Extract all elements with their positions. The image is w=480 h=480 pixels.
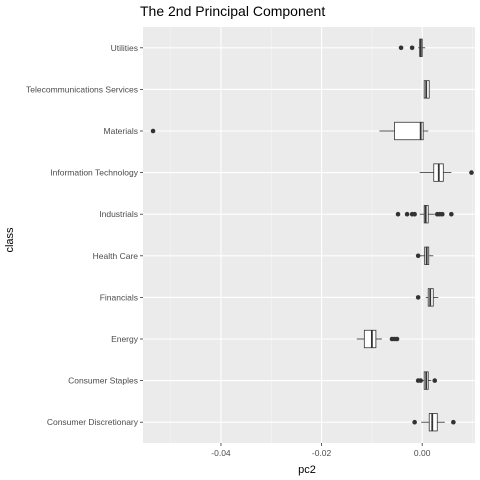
box-information-technology [419, 163, 474, 182]
outlier-point [415, 295, 421, 300]
x-axis-ticks: -0.04 -0.02 0.00 [211, 443, 431, 458]
outlier-point [449, 211, 454, 217]
box-utilities [398, 38, 426, 57]
outlier-point [395, 211, 401, 217]
y-tick-label: Consumer Staples [68, 376, 138, 386]
x-tick-label: -0.04 [211, 448, 231, 458]
outlier-point [440, 211, 445, 217]
outlier-point [150, 128, 156, 134]
y-axis-ticks: Utilities Telecommunications Services Mate… [26, 43, 143, 427]
outlier-point [432, 378, 438, 383]
plot-panel [143, 27, 475, 443]
outlier-point [398, 45, 404, 51]
outlier-point [409, 45, 415, 51]
box-financials [415, 288, 439, 307]
outlier-point [415, 253, 421, 259]
box-iqr [428, 413, 438, 432]
box-telecommunications-services [423, 80, 430, 99]
chart-title: The 2nd Principal Component [140, 3, 325, 19]
y-tick-label: Industrials [99, 209, 138, 219]
box-iqr [363, 329, 377, 349]
y-tick-label: Financials [100, 292, 138, 302]
outlier-point [394, 336, 400, 342]
y-axis-title: class [4, 227, 16, 253]
box-series [150, 38, 474, 432]
box-materials [150, 121, 429, 141]
outlier-point [451, 419, 456, 425]
y-tick-label: Utilities [111, 43, 138, 53]
box-energy [356, 329, 400, 349]
outlier-point [412, 211, 417, 217]
y-tick-label: Telecommunications Services [26, 84, 138, 94]
box-health-care [415, 246, 434, 265]
outlier-point [469, 170, 474, 175]
x-tick-label: 0.00 [414, 448, 431, 458]
y-tick-label: Energy [111, 334, 139, 344]
box-consumer-discretionary [412, 413, 456, 432]
y-tick-label: Consumer Discretionary [47, 417, 139, 427]
outlier-point [418, 378, 423, 383]
outlier-point [404, 211, 410, 217]
box-industrials [395, 205, 454, 224]
x-tick-label: -0.02 [312, 448, 332, 458]
y-tick-label: Information Technology [50, 168, 138, 178]
y-tick-label: Health Care [93, 251, 139, 261]
box-consumer-staples [415, 371, 438, 390]
x-axis-title: pc2 [298, 464, 316, 476]
y-tick-label: Materials [104, 126, 138, 136]
outlier-point [412, 419, 417, 425]
box-iqr [394, 121, 424, 141]
